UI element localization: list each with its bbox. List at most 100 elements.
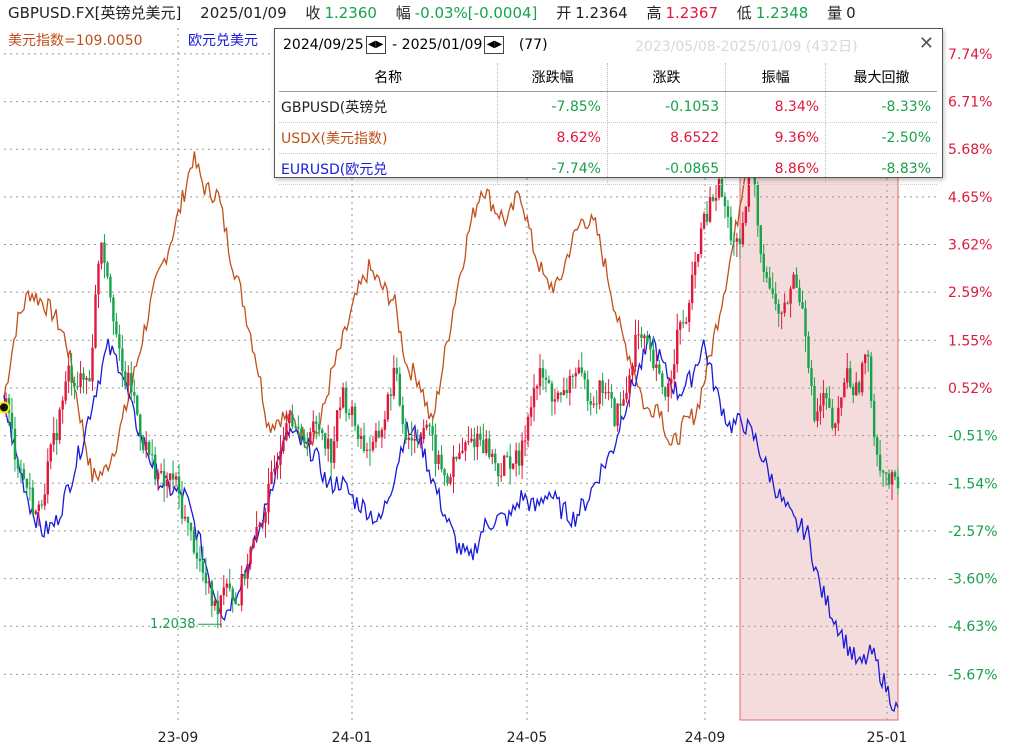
candle-body (708, 197, 712, 222)
candle-body (655, 364, 658, 368)
candle-body (738, 238, 742, 245)
y-tick-label: 1.55% (948, 333, 992, 349)
candle-body (43, 494, 46, 506)
candle-body (866, 354, 870, 357)
candle-body (595, 403, 598, 405)
candle-body (273, 468, 276, 472)
start-marker-icon (0, 401, 10, 414)
row-value: -8.83% (825, 153, 937, 185)
candle-body (207, 581, 211, 584)
candle-body (225, 583, 228, 588)
candle-body (189, 522, 193, 531)
candle-body (19, 468, 23, 470)
column-header[interactable]: 最大回撤 (825, 63, 937, 92)
candle-body (449, 477, 452, 484)
range-start-stepper[interactable]: ◀▶ (365, 36, 386, 54)
interval-range: 2024/09/25 ◀▶ - 2025/01/09 ◀▶ (77) (283, 36, 548, 54)
symbol-name: GBPUSD.FX[英镑兑美元] (8, 4, 182, 22)
candle-body (452, 456, 455, 478)
candle-body (222, 587, 225, 596)
candle-body (115, 321, 118, 335)
candle-body (315, 421, 318, 424)
range-end-stepper[interactable]: ◀▶ (484, 36, 505, 54)
change-label: 幅 (395, 4, 411, 22)
candle-body (67, 365, 70, 382)
candle-body (574, 373, 578, 377)
candle-body (34, 511, 38, 515)
x-tick-label: 24-01 (332, 730, 373, 746)
column-header[interactable]: 振幅 (725, 63, 827, 92)
candle-body (508, 456, 512, 469)
candle-body (604, 392, 607, 394)
candle-body (258, 524, 261, 527)
candle-body (843, 382, 846, 398)
candle-body (112, 297, 115, 322)
candle-body (491, 453, 494, 457)
table-row[interactable]: USDX(美元指数) 8.62% 8.6522 9.36% -2.50% (279, 122, 937, 154)
candle-body (861, 363, 864, 393)
candle-body (640, 334, 643, 339)
candle-body (747, 170, 751, 207)
x-tick-label: 24-05 (507, 730, 548, 746)
candle-body (693, 261, 697, 276)
candle-body (583, 372, 586, 380)
candle-body (201, 561, 205, 573)
usdx-series-label[interactable]: 美元指数=109.0050 (8, 33, 143, 49)
candle-body (473, 438, 476, 448)
row-value: 9.36% (725, 122, 827, 154)
candle-body (309, 432, 312, 445)
candle-body (720, 179, 724, 197)
background-range-text: 2023/05/08-2025/01/09 (432日) (635, 39, 858, 55)
candle-body (371, 441, 375, 450)
candle-body (4, 398, 8, 403)
candle-body (213, 600, 217, 606)
y-tick-label: 4.65% (948, 190, 992, 206)
candle-body (186, 516, 190, 523)
candle-body (553, 399, 557, 402)
candle-body (529, 407, 533, 417)
candle-body (121, 348, 124, 372)
close-icon[interactable]: ✕ (918, 33, 934, 54)
column-header[interactable]: 涨跌幅 (497, 63, 608, 92)
candle-body (852, 386, 855, 396)
candle-body (431, 426, 434, 435)
candle-body (88, 377, 91, 382)
open-field: 开 1.2364 (556, 4, 628, 22)
candle-body (147, 441, 151, 455)
candle-body (482, 439, 485, 454)
column-header[interactable]: 涨跌 (607, 63, 727, 92)
eurusd-series-label[interactable]: 欧元兑美元 (188, 33, 258, 49)
table-row[interactable]: GBPUSD(英镑兑 -7.85% -0.1053 8.34% -8.33% (279, 91, 937, 123)
candle-body (139, 414, 142, 437)
x-tick-label: 23-09 (158, 730, 199, 746)
candle-body (419, 439, 422, 441)
candle-body (759, 225, 762, 254)
candle-body (771, 288, 774, 294)
candle-body (607, 391, 610, 393)
candle-body (625, 392, 628, 400)
column-header[interactable]: 名称 (279, 63, 499, 92)
candle-body (774, 293, 777, 304)
candle-body (858, 382, 861, 393)
candle-body (85, 377, 88, 380)
candle-body (156, 472, 160, 480)
candle-body (324, 433, 327, 449)
candle-body (282, 440, 285, 451)
candle-body (807, 336, 810, 369)
candle-body (878, 454, 882, 471)
x-tick-label: 25-01 (867, 730, 908, 746)
candle-body (37, 504, 41, 512)
candle-body (798, 287, 801, 303)
candle-body (318, 423, 321, 430)
candle-body (676, 329, 679, 365)
high-value: 1.2367 (665, 4, 719, 22)
candle-body (350, 406, 354, 416)
candle-body (410, 437, 413, 441)
candle-body (556, 392, 560, 400)
candle-body (801, 302, 804, 309)
candle-body (392, 367, 396, 396)
close-field: 收 1.2360 (305, 4, 377, 22)
interval-stats-panel: 2024/09/25 ◀▶ - 2025/01/09 ◀▶ (77) 2023/05… (274, 28, 943, 185)
table-row[interactable]: EURUSD(欧元兑 -7.74% -0.0865 8.86% -8.83% (279, 153, 937, 185)
